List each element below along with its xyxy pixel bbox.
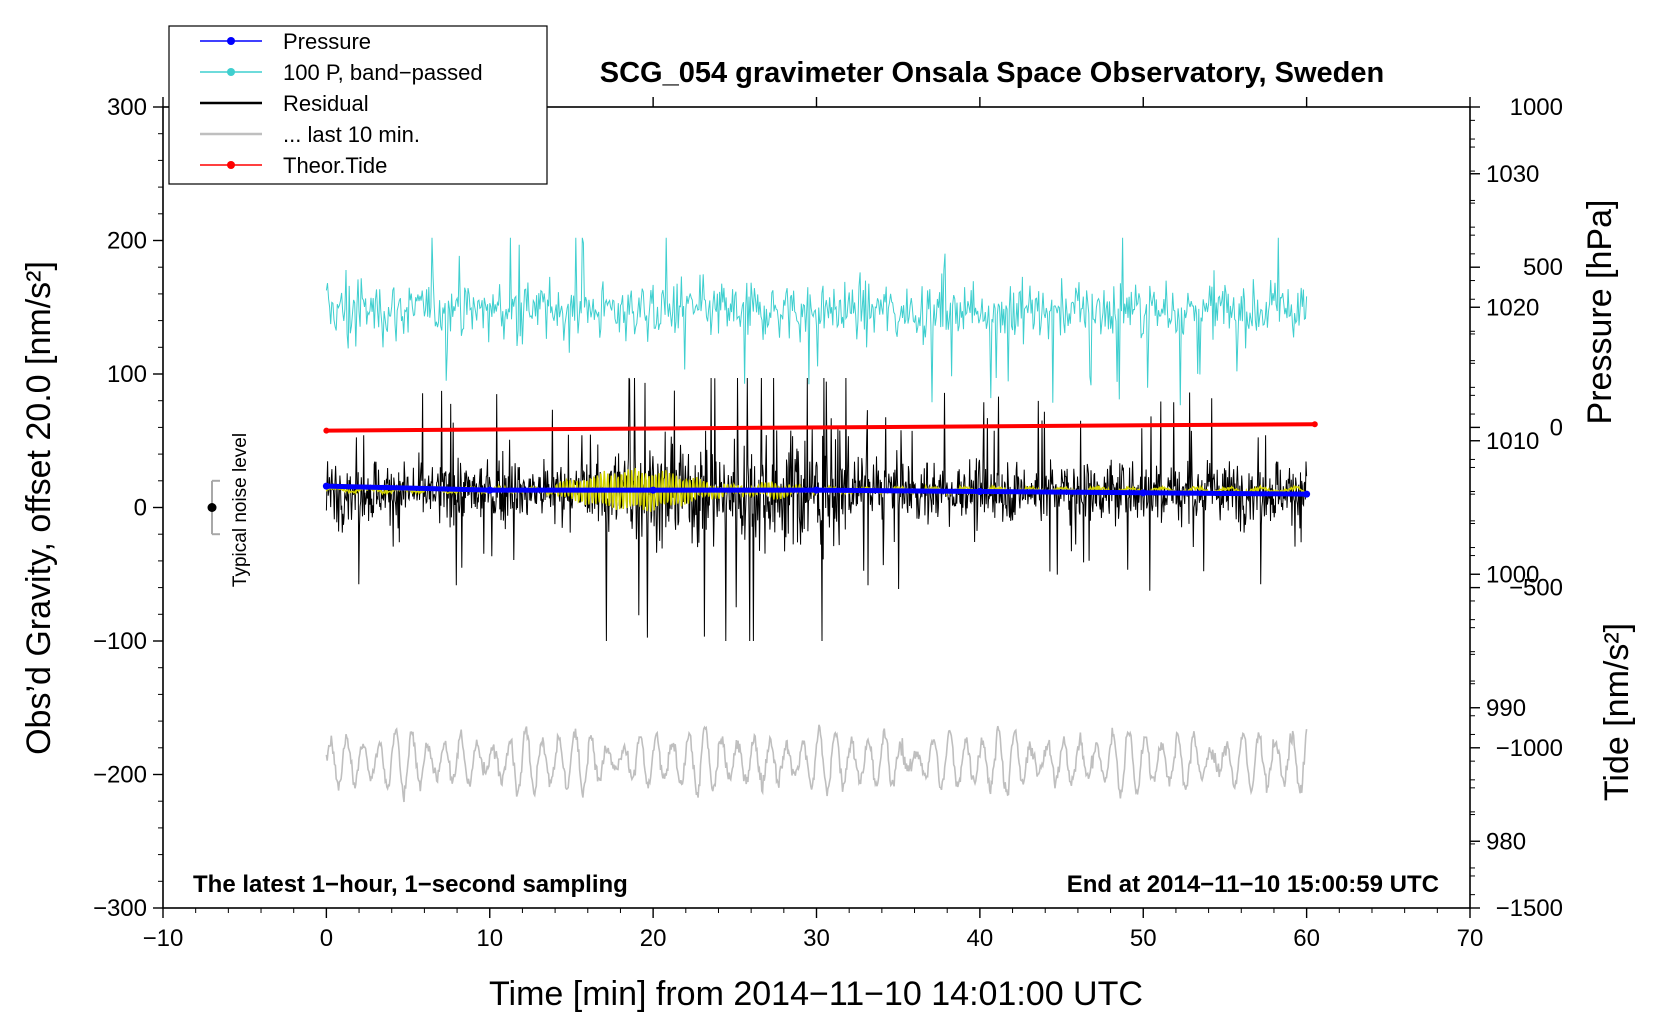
chart-title: SCG_054 gravimeter Onsala Space Observat…	[600, 57, 1384, 89]
series-band-passed-pressure	[325, 237, 1308, 406]
pressure-point	[322, 482, 330, 490]
y-tick-label: −200	[93, 762, 147, 789]
footer-right: End at 2014−11−10 15:00:59 UTC	[1067, 871, 1439, 898]
pressure-tick-label: 1020	[1486, 294, 1539, 321]
tide-tick-label: −500	[1509, 575, 1563, 602]
series-theoretical-tide	[326, 422, 1315, 433]
y-tick-label: 100	[107, 361, 147, 388]
legend-label: Theor.Tide	[283, 153, 387, 178]
legend-label: Residual	[283, 91, 369, 116]
noise-level-layer	[207, 479, 221, 536]
axis-ticks: −10 0 10 20 30 40 50 60 703002001000−100−200−300…	[93, 94, 1563, 952]
y-axis-label-tide: Tide [nm/s²]	[1598, 623, 1636, 801]
tide-tick-label: −1500	[1496, 895, 1563, 922]
x-axis-label: Time [min] from 2014−11−10 14:01:00 UTC	[489, 975, 1143, 1013]
series-layer	[322, 237, 1318, 803]
noise-point	[207, 503, 217, 512]
pressure-tick-label: 1010	[1486, 428, 1539, 455]
x-tick-label: 10	[476, 925, 503, 952]
pressure-point	[649, 486, 657, 494]
tide-point	[323, 427, 330, 434]
legend-label: 100 P, band−passed	[283, 60, 483, 85]
pressure-point	[813, 486, 820, 494]
pressure-tick-label: 1000	[1486, 561, 1539, 588]
tide-tick-label: 500	[1523, 254, 1563, 281]
series-residual	[325, 377, 1308, 642]
pressure-point	[486, 486, 494, 494]
tide-point	[1311, 421, 1318, 428]
x-tick-label: 40	[967, 925, 994, 952]
x-tick-label: 0	[320, 925, 333, 952]
tide-tick-label: −1000	[1496, 735, 1563, 762]
pressure-point	[1303, 490, 1311, 498]
legend-box	[168, 25, 548, 185]
pressure-point	[976, 487, 984, 495]
y-axis-label-left: Obs’d Gravity, offset 20.0 [nm/s²]	[20, 261, 58, 755]
y-tick-label: 200	[107, 228, 147, 255]
x-tick-label: −10	[143, 925, 184, 952]
y-tick-label: −300	[93, 895, 147, 922]
pressure-tick-label: 980	[1486, 828, 1526, 855]
y-tick-label: 300	[107, 94, 147, 121]
footer-left: The latest 1−hour, 1−second sampling	[193, 871, 628, 898]
legend-marker	[227, 37, 235, 45]
y-axis-label-pressure: Pressure [hPa]	[1581, 200, 1619, 425]
legend-label: Pressure	[283, 29, 371, 54]
x-tick-label: 70	[1457, 925, 1484, 952]
legend: Pressure 100 P, band−passed Residual ... la…	[200, 29, 483, 178]
x-tick-label: 30	[803, 925, 830, 952]
x-tick-label: 20	[640, 925, 667, 952]
tide-tick-label: 0	[1550, 414, 1563, 441]
pressure-point	[1139, 489, 1147, 497]
legend-marker	[227, 68, 235, 76]
series-last-10-min	[325, 724, 1308, 803]
legend-marker	[227, 161, 235, 169]
pressure-tick-label: 1030	[1486, 161, 1539, 188]
pressure-tick-label: 990	[1486, 695, 1526, 722]
x-tick-label: 60	[1293, 925, 1320, 952]
noise-level-label: Typical noise level	[230, 433, 251, 587]
x-tick-label: 50	[1130, 925, 1157, 952]
y-tick-label: −100	[93, 628, 147, 655]
tide-tick-label: 1000	[1510, 94, 1563, 121]
legend-label: ... last 10 min.	[283, 122, 420, 147]
y-tick-label: 0	[134, 495, 147, 522]
